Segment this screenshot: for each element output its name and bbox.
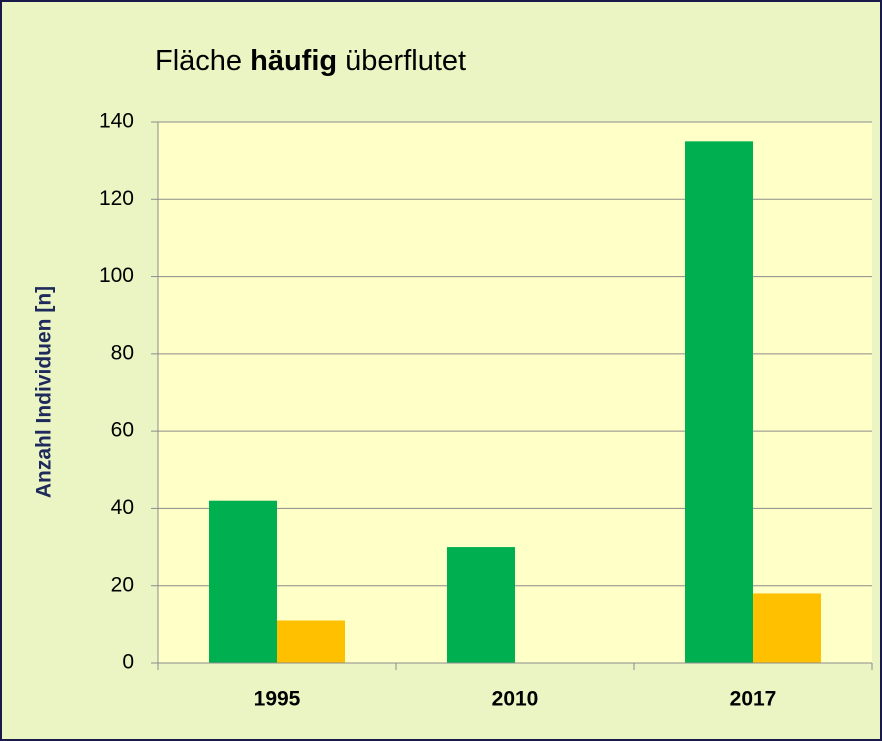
- chart-title: Fläche häufig überflutet: [155, 45, 466, 77]
- y-tick-label: 40: [111, 496, 134, 519]
- y-tick-label: 100: [99, 264, 134, 287]
- title-part: überflutet: [345, 45, 466, 77]
- y-tick-label: 0: [122, 651, 134, 674]
- y-axis-label: Anzahl Individuen [n]: [33, 286, 56, 498]
- title-part: häufig: [250, 45, 337, 77]
- bar: [753, 593, 821, 663]
- y-tick-label: 60: [111, 419, 134, 442]
- title-part: Fläche: [155, 45, 242, 77]
- y-tick-label: 20: [111, 573, 134, 596]
- y-tick-label: 80: [111, 341, 134, 364]
- bar: [447, 547, 515, 663]
- x-tick-label: 2010: [492, 688, 539, 711]
- x-tick-label: 2017: [730, 688, 777, 711]
- bar: [277, 620, 345, 663]
- y-tick-label: 140: [99, 110, 134, 133]
- bar: [685, 141, 753, 664]
- y-tick-label: 120: [99, 187, 134, 210]
- x-tick-label: 1995: [254, 688, 301, 711]
- bar: [209, 500, 277, 663]
